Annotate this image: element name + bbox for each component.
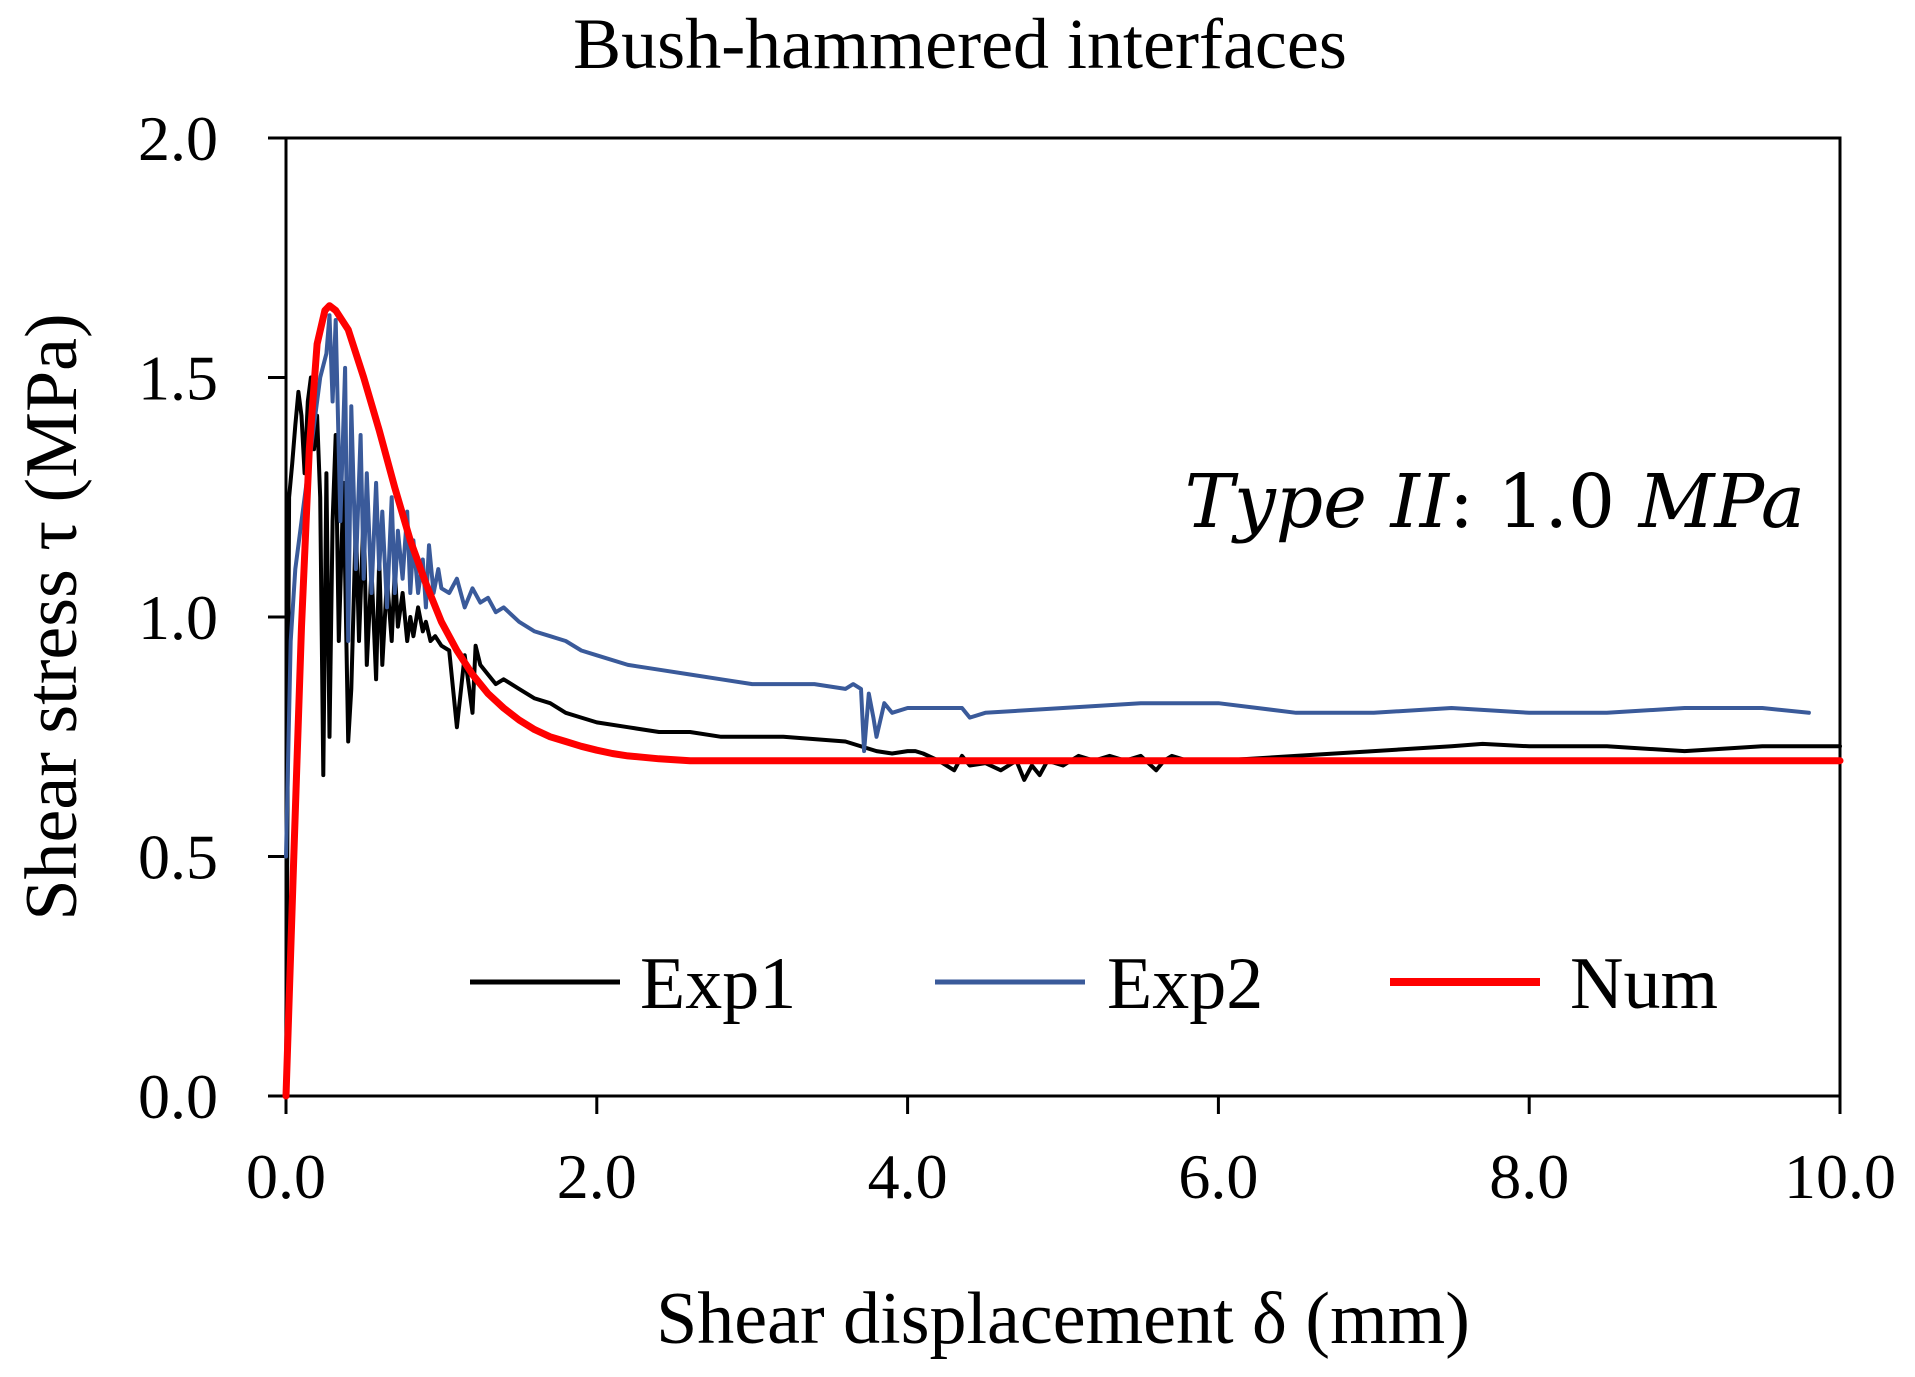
- annotation-separator: :: [1449, 459, 1497, 545]
- chart-title: Bush-hammered interfaces: [573, 4, 1347, 84]
- annotation-type: Type II: [1185, 459, 1451, 545]
- legend-item-num: Num: [1390, 943, 1718, 1025]
- x-tick-label: 4.0: [868, 1141, 948, 1212]
- series-layer: [282, 302, 1844, 1100]
- y-tick-label: 0.0: [138, 1061, 218, 1132]
- x-tick-label: 2.0: [557, 1141, 637, 1212]
- x-tick-label: 6.0: [1178, 1141, 1258, 1212]
- y-tick-label: 1.5: [138, 343, 218, 414]
- legend: Exp1 Exp2 Num: [470, 943, 1718, 1025]
- y-tick-label: 2.0: [138, 103, 218, 174]
- x-tick-label: 10.0: [1784, 1141, 1896, 1212]
- x-axis-label: Shear displacement δ (mm): [656, 1278, 1470, 1360]
- series-line-num: [282, 302, 1844, 1100]
- annotation-unit: MPa: [1637, 459, 1805, 545]
- x-tick-label: 0.0: [246, 1141, 326, 1212]
- series-line-exp2: [284, 313, 1811, 859]
- annotation-value: 1.0: [1497, 459, 1638, 545]
- x-axis: 0.0 2.0 4.0 6.0 8.0 10.0: [246, 1096, 1896, 1212]
- y-tick-label: 0.5: [138, 822, 218, 893]
- y-axis: 0.0 0.5 1.0 1.5 2.0: [138, 103, 286, 1132]
- legend-label: Exp1: [640, 943, 796, 1025]
- legend-item-exp2: Exp2: [935, 943, 1263, 1025]
- condition-annotation: Type II: 1.0 MPa: [1185, 459, 1805, 545]
- y-axis-label: Shear stress τ (MPa): [11, 313, 93, 920]
- legend-label: Exp2: [1107, 943, 1263, 1025]
- legend-item-exp1: Exp1: [470, 943, 796, 1025]
- legend-label: Num: [1570, 943, 1718, 1025]
- x-tick-label: 8.0: [1489, 1141, 1569, 1212]
- y-tick-label: 1.0: [138, 582, 218, 653]
